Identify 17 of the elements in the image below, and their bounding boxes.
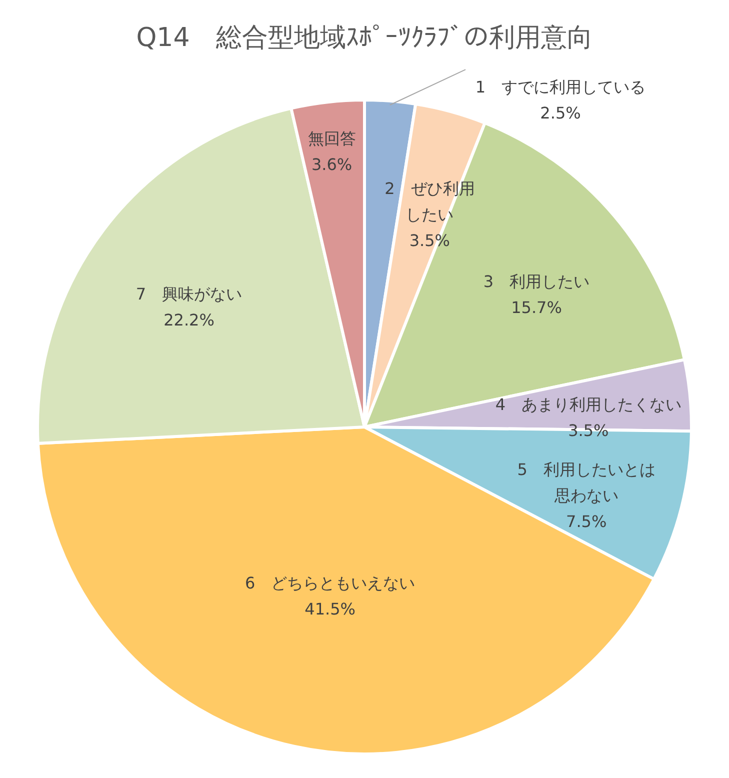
data-label: 22.2% — [164, 310, 214, 330]
data-label: 2.5% — [540, 104, 581, 123]
slice-label: 3 利用したい — [483, 272, 590, 291]
data-label: 15.7% — [511, 298, 562, 317]
slice-label: 無回答 — [308, 128, 356, 148]
slice-label: 6 どちらともいえない — [244, 573, 416, 592]
slice-label: 2 ぜひ利用したい — [384, 178, 475, 224]
slice-label: 1 すでに利用している — [475, 78, 646, 97]
data-label: 3.5% — [409, 230, 450, 250]
data-label: 3.6% — [311, 154, 352, 174]
slice-label: 4 あまり利用したくない — [495, 395, 682, 414]
chart-title: Q14 総合型地域ｽﾎﾟｰﾂｸﾗﾌﾞの利用意向 — [136, 23, 593, 54]
data-label: 3.5% — [568, 421, 609, 440]
slice-label: 7 興味がない — [136, 284, 242, 304]
data-label: 7.5% — [566, 512, 607, 532]
slice-label: 5 利用したいとは思わない — [517, 460, 656, 506]
data-label: 41.5% — [304, 599, 356, 618]
